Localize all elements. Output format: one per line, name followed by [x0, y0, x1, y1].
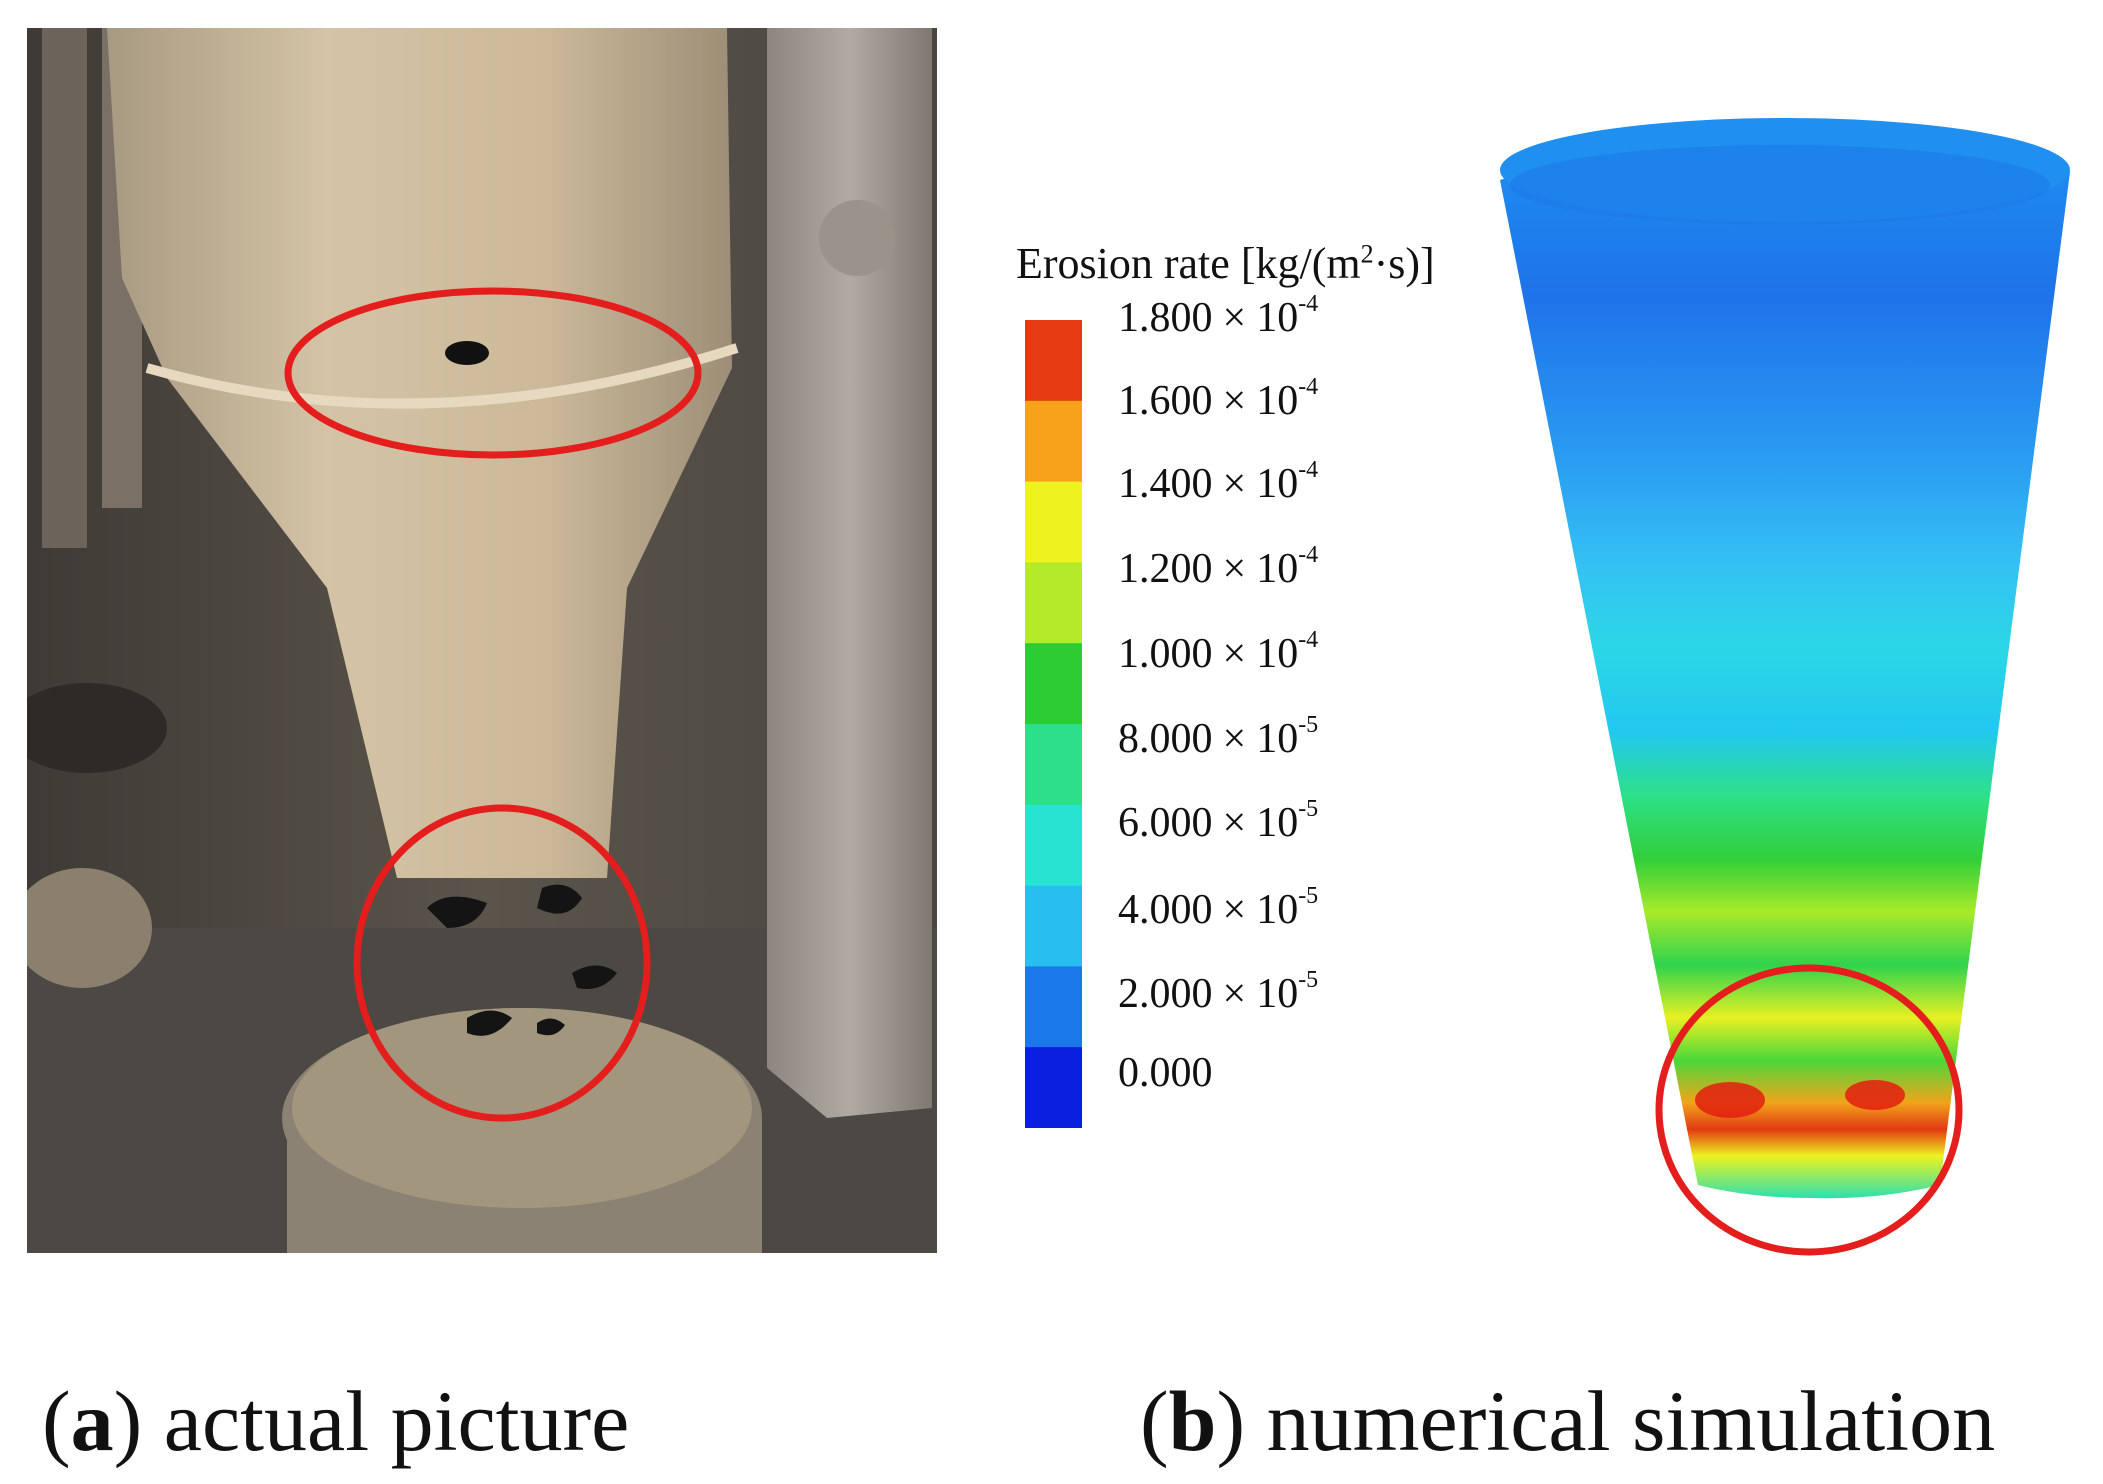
colorbar-tick-label: 8.000 × 10-5 — [1118, 712, 1319, 762]
colorbar-segment — [1025, 804, 1082, 887]
colorbar-tick-label: 1.400 × 10-4 — [1118, 457, 1319, 507]
colorbar-segment — [1025, 400, 1082, 483]
colorbar-segment — [1025, 562, 1082, 644]
colorbar-segment — [1025, 966, 1082, 1048]
colorbar-tick-label: 1.800 × 10-4 — [1118, 291, 1319, 341]
legend-title-superscript: 2 — [1360, 239, 1374, 269]
colorbar-tick-label: 1.600 × 10-4 — [1118, 374, 1319, 424]
caption-a-letter: a — [70, 1373, 114, 1469]
colorbar — [1025, 320, 1082, 1128]
caption-a-close: ) — [113, 1373, 143, 1469]
colorbar-segment — [1025, 481, 1082, 563]
caption-b-text: numerical simulation — [1245, 1373, 1996, 1469]
caption-a-open: ( — [42, 1373, 71, 1469]
legend-title-main: Erosion rate [kg/(m — [1016, 239, 1361, 288]
colorbar-tick-label: 0.000 — [1118, 1050, 1213, 1096]
caption-b: (b) numerical simulation — [1140, 1378, 1995, 1464]
caption-b-open: ( — [1140, 1373, 1169, 1469]
simulation-contour — [1480, 100, 2100, 1260]
colorbar-tick-label: 1.200 × 10-4 — [1118, 542, 1319, 592]
colorbar-segment — [1025, 885, 1082, 967]
caption-a: (a) actual picture — [42, 1378, 629, 1464]
actual-photo — [27, 28, 937, 1253]
colorbar-tick-label: 1.000 × 10-4 — [1118, 627, 1319, 677]
colorbar-tick-label: 2.000 × 10-5 — [1118, 967, 1319, 1017]
legend-title: Erosion rate [kg/(m2·s)] — [1016, 238, 1435, 289]
colorbar-tick-label: 6.000 × 10-5 — [1118, 796, 1319, 846]
colorbar-segment — [1025, 724, 1082, 806]
colorbar-segment — [1025, 1047, 1082, 1128]
caption-a-text: actual picture — [142, 1373, 630, 1469]
colorbar-tick-label: 4.000 × 10-5 — [1118, 883, 1319, 933]
colorbar-segment — [1025, 643, 1082, 725]
colorbar-segment — [1025, 320, 1082, 402]
caption-b-close: ) — [1216, 1373, 1246, 1469]
legend-title-tail: ·s)] — [1373, 239, 1435, 288]
caption-b-letter: b — [1168, 1373, 1217, 1469]
